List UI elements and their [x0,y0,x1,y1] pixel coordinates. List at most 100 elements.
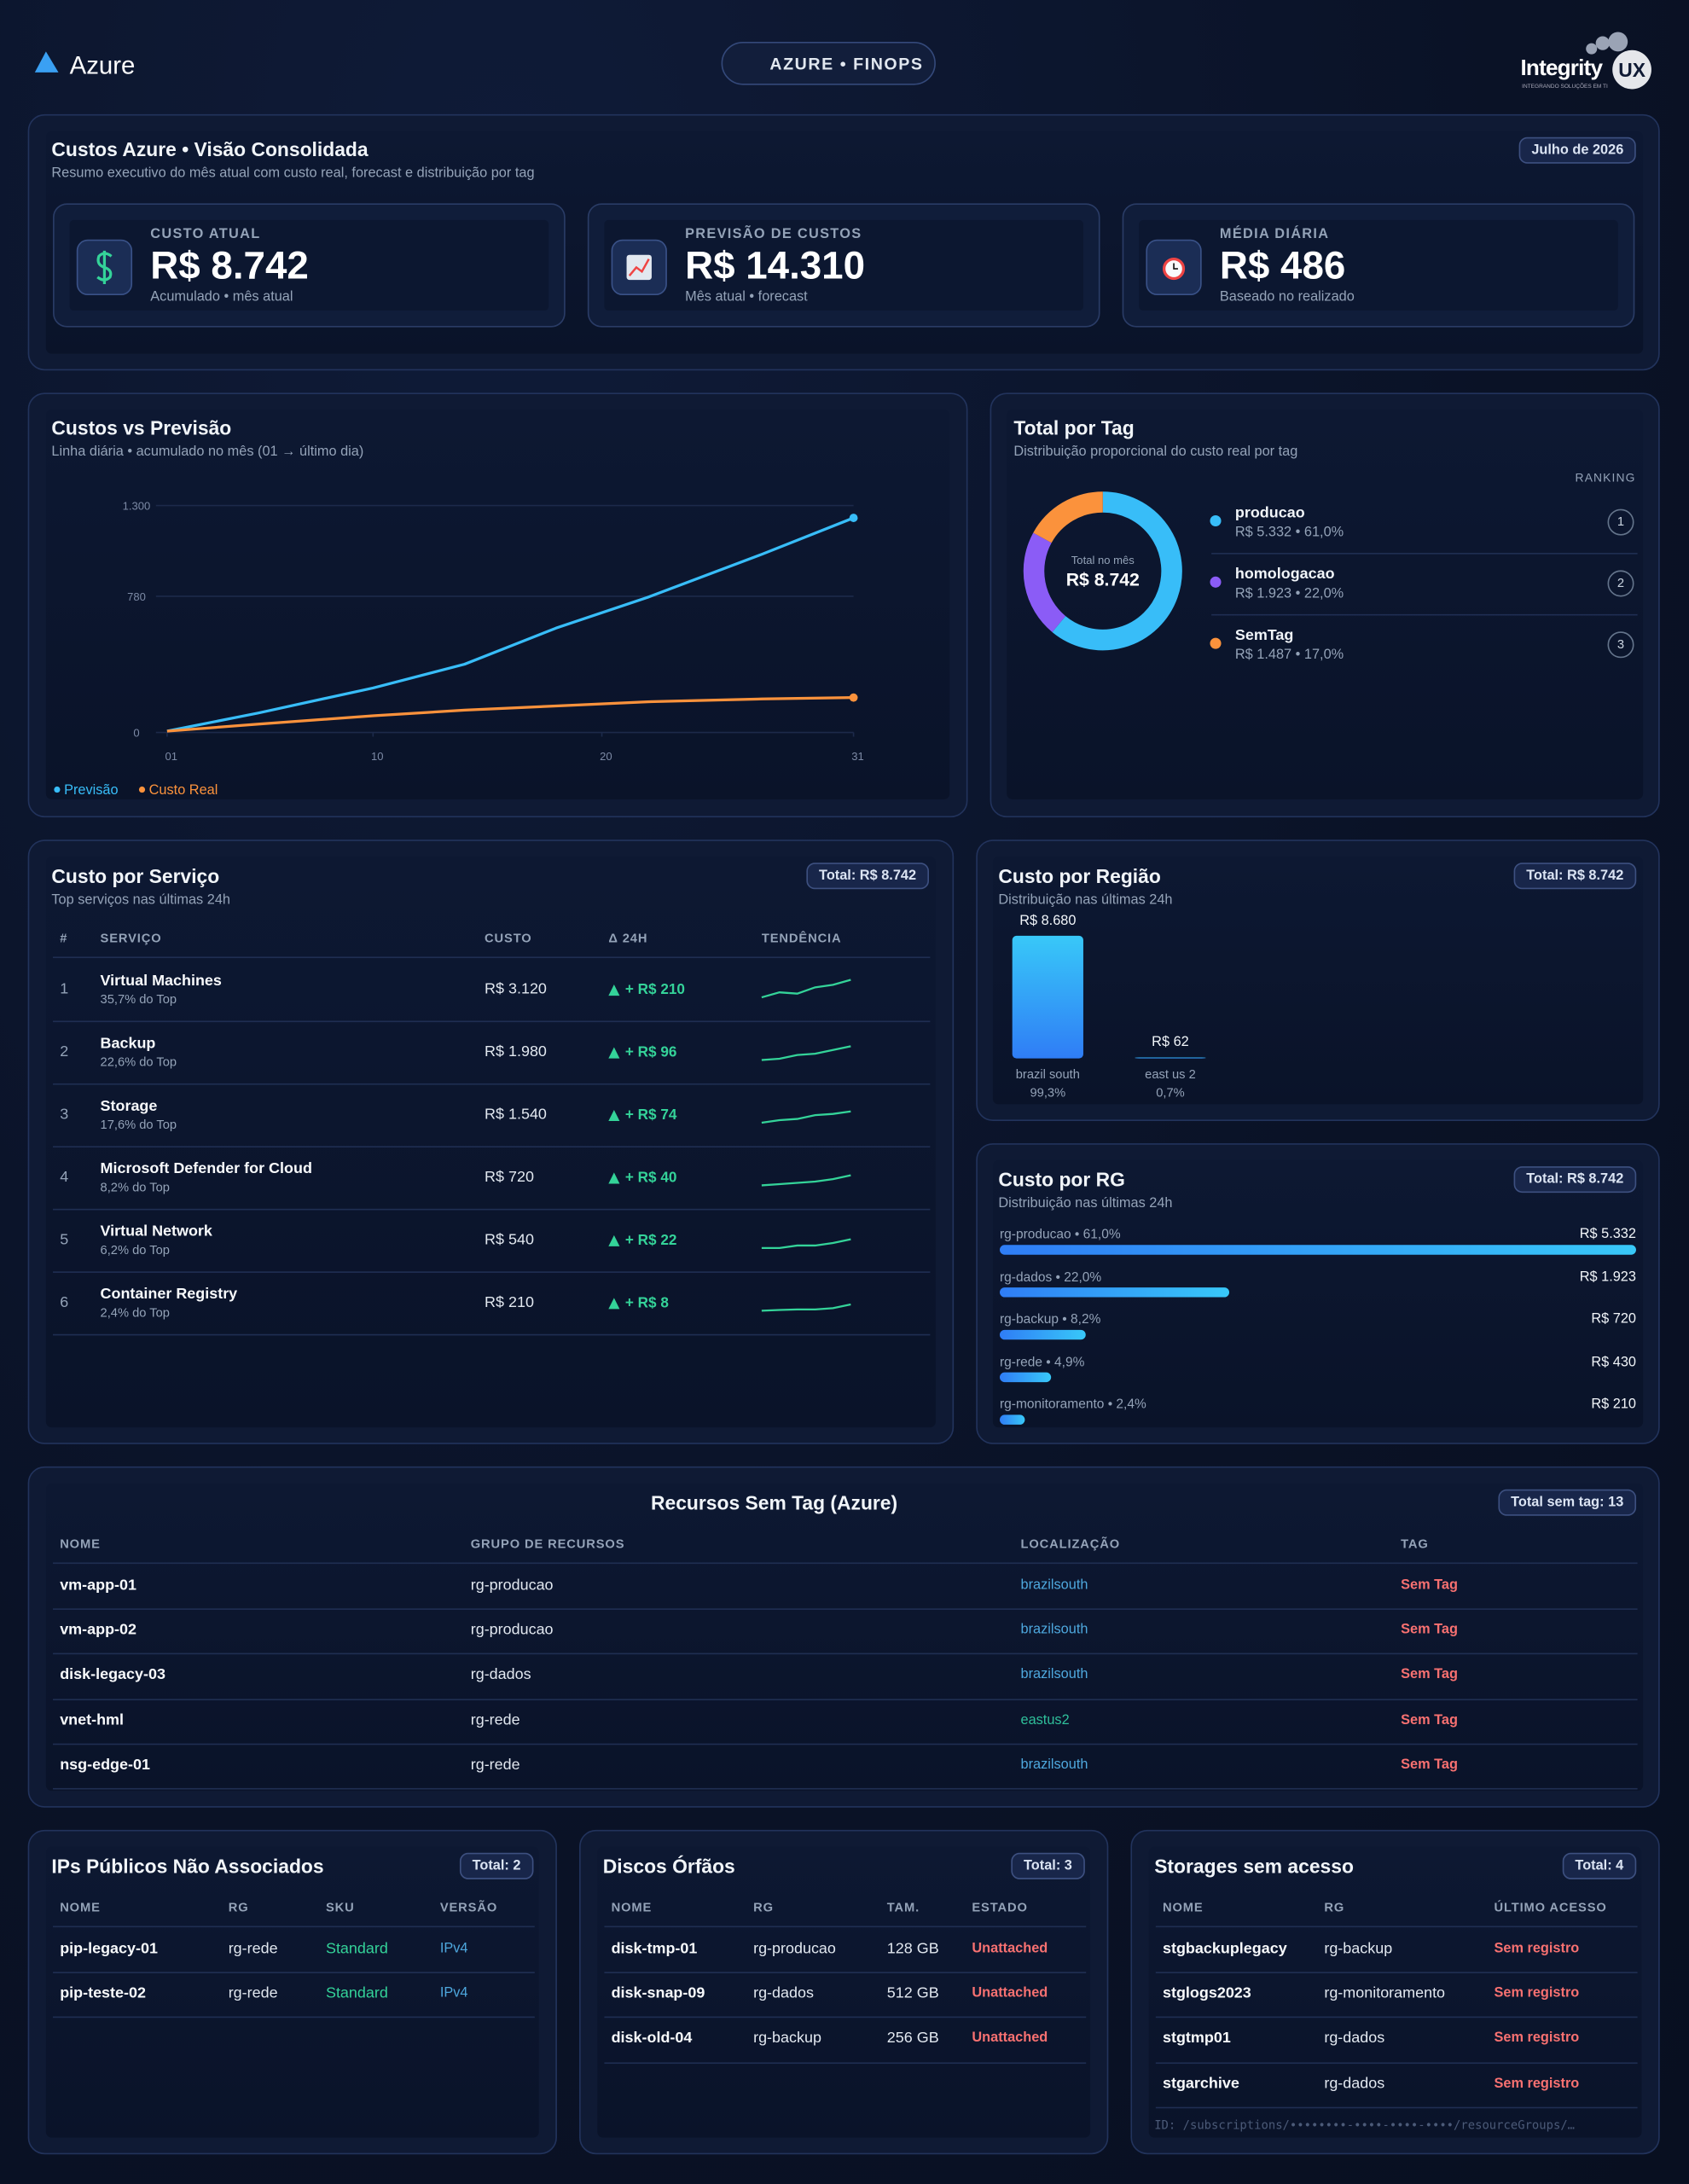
service-name: Backup [100,1035,156,1053]
icon-hands [1173,263,1178,270]
bar-category: rg-producao • 61,0% [1000,1227,1121,1243]
panel-title: Custos Azure • Visão Consolidada [51,137,369,160]
service-cost: R$ 3.120 [485,980,547,998]
panel-subtitle: Distribuição nas últimas 24h [998,1196,1173,1212]
service-delta: + R$ 74 [624,1107,677,1124]
divider [53,1608,1638,1611]
table-cell: 256 GB [886,2030,939,2048]
column-header: VERSÃO [439,1900,498,1914]
service-delta: + R$ 96 [624,1043,677,1061]
table-cell: nsg-edge-01 [60,1756,150,1774]
kpi-value: R$ 486 [1219,243,1346,288]
panel-subtitle: Resumo executivo do mês atual com custo … [51,166,535,182]
kpi-icon-graphic [96,250,113,284]
table-cell: disk-snap-09 [611,1985,705,2002]
header-badge [721,41,936,85]
donut-slice [1023,532,1066,632]
kpi-inner [1139,219,1618,311]
services-inner [45,856,936,1428]
bar-value-label: R$ 720 [1591,1311,1636,1327]
service-cost: R$ 540 [485,1231,534,1249]
table-cell: rg-rede [470,1756,520,1774]
legend-dot [1210,576,1222,588]
column-header: GRUPO DE RECURSOS [470,1536,625,1551]
column-header: NOME [611,1900,653,1914]
region-inner [992,856,1644,1105]
x-tick-label: 10 [371,750,384,763]
total-badge: Total sem tag: 13 [1498,1489,1636,1516]
column-header: RG [228,1900,249,1914]
legend-dot [54,786,61,793]
row-rank: 5 [60,1231,69,1249]
divider [1211,613,1638,616]
bar-category: rg-backup • 8,2% [1000,1312,1101,1328]
sparkline [761,1110,851,1124]
table-cell: rg-backup [753,2030,821,2048]
line-chart: 0 780 1.300 01 10 20 31 Previsão Custo Real [54,499,864,798]
region-bar-chart [1012,935,1206,1059]
divider [604,2017,1087,2018]
column-header: RG [753,1900,774,1914]
donut-slice [1033,491,1104,543]
bar-value-label: R$ 430 [1591,1354,1636,1370]
table-cell: Sem Tag [1401,1667,1458,1683]
kpi-note: Acumulado • mês atual [150,289,293,305]
kpi-icon [611,239,667,296]
row-rank: 2 [60,1043,69,1061]
table-cell: rg-dados [753,1985,814,2002]
column-header: SERVIÇO [100,931,162,945]
kpi-inner [69,219,549,311]
untagged-inner [45,1483,1644,1792]
panel-title: IPs Públicos Não Associados [51,1855,324,1878]
table-cell: 512 GB [886,1985,939,2002]
table-cell: Unattached [972,1941,1048,1957]
legend-value: R$ 5.332 • 61,0% [1234,525,1344,541]
column-header: ÚLTIMO ACESSO [1494,1900,1607,1914]
chart-title: Total por Tag [1013,416,1135,439]
table-cell: Sem registro [1494,2030,1580,2047]
divider [1155,2061,1638,2064]
divider [53,1698,1638,1700]
table-cell: brazilsouth [1020,1622,1088,1638]
total-badge: Total: 2 [459,1852,534,1879]
table-cell: stgtmp01 [1162,2030,1231,2048]
table-cell: stgbackuplegacy [1162,1940,1287,1958]
column-header: CUSTO [485,931,532,945]
kpi-value: R$ 8.742 [150,243,309,288]
panel-title: Custo por Serviço [51,864,220,887]
table-cell: rg-dados [470,1666,531,1684]
divider [53,1653,1638,1655]
sparkline [761,1238,851,1250]
orphan_disks-inner [597,1846,1091,2138]
rank-circle [1607,508,1634,536]
divider [53,1743,1638,1745]
tag-inner [1007,409,1644,799]
table-cell: rg-producao [753,1940,836,1958]
row-rank: 6 [60,1294,69,1311]
legend-name: homologacao [1234,566,1335,584]
divider [53,1562,1638,1565]
table-cell: Sem registro [1494,1985,1580,2001]
delta-arrow [608,1298,620,1310]
divider [53,1271,931,1273]
kpi-inner [604,219,1083,311]
table-cell: stgarchive [1162,2075,1239,2092]
divider [53,1146,931,1148]
table-cell: rg-dados [1324,2030,1385,2048]
panel-subtitle: Distribuição nas últimas 24h [998,892,1173,909]
table-cell: Sem Tag [1401,1712,1458,1728]
service-name: Virtual Network [100,1223,212,1240]
table-cell: vm-app-01 [60,1577,137,1594]
legend-name: SemTag [1234,627,1294,644]
bar-category: rg-monitoramento • 2,4% [1000,1397,1146,1413]
bar-value-label: R$ 62 [1152,1035,1189,1051]
column-header: ESTADO [972,1900,1028,1914]
ranking-label: RANKING [1575,470,1636,485]
service-name: Container Registry [100,1286,238,1304]
bar-value-label: R$ 5.332 [1579,1227,1636,1243]
delta-arrow [608,1172,620,1184]
y-tick-label: 0 [133,726,139,739]
service-delta: + R$ 210 [624,981,685,998]
header-badge-text: AZURE • FINOPS [769,54,924,74]
table-cell: disk-tmp-01 [611,1940,698,1958]
